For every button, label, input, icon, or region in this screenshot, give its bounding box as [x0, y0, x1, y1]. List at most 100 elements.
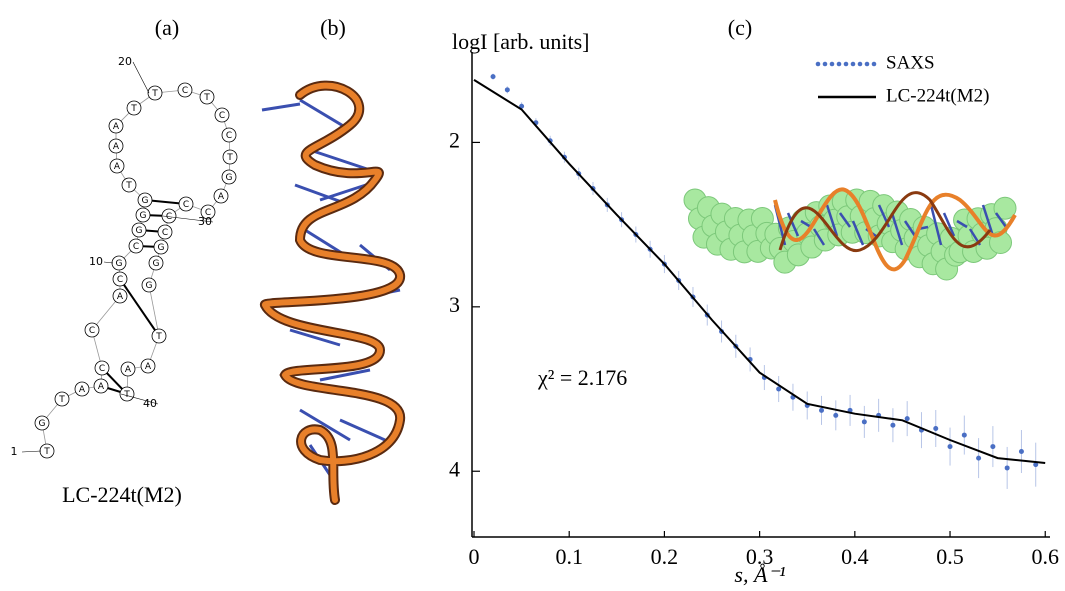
bead [993, 196, 1017, 220]
backbone [773, 187, 1017, 272]
nucleotide-circle [135, 207, 151, 223]
nucleotide: A [114, 162, 121, 172]
x-tick-label: 0.5 [936, 544, 964, 569]
data-point [947, 444, 953, 450]
legend-marker [822, 61, 828, 67]
nucleotide-circle [74, 381, 90, 397]
data-point [819, 407, 825, 413]
nucleotide: T [125, 181, 132, 191]
legend-marker [836, 61, 842, 67]
nucleotide-circle [140, 358, 156, 374]
data-point [904, 416, 910, 422]
nucleotide: C [219, 111, 225, 121]
number-tick [21, 450, 42, 453]
position-number: 10 [89, 255, 103, 268]
nucleotide-circle [121, 177, 137, 193]
base-pair [119, 278, 160, 337]
legend-marker [829, 61, 835, 67]
panel-label: (a) [155, 15, 179, 40]
nucleotide: A [113, 142, 120, 152]
y-tick-label: 2 [449, 127, 460, 152]
data-point [933, 425, 939, 431]
legend-marker [843, 61, 849, 67]
nucleotide: G [116, 259, 123, 269]
nucleotide-circle [94, 360, 110, 376]
nucleotide: C [183, 200, 189, 210]
base-stick [956, 219, 968, 229]
base-stick [994, 212, 1008, 228]
legend-label: SAXS [886, 52, 935, 73]
nucleotide: A [113, 122, 120, 132]
nucleotide-circle [147, 85, 163, 101]
nucleotide-circle [177, 82, 193, 98]
data-point [776, 386, 782, 392]
nucleotide-circle [221, 169, 237, 185]
nucleotide-circle [148, 255, 164, 271]
y-axis-title: logI [arb. units] [452, 29, 589, 54]
structure-name: LC-224t(M2) [62, 482, 182, 507]
nucleotide: A [117, 292, 124, 302]
panel-label: (b) [320, 15, 346, 40]
nucleotide: G [146, 281, 153, 291]
nucleotide-circle [161, 208, 177, 224]
base-stick [786, 212, 800, 237]
position-number: 20 [118, 55, 132, 68]
nucleotide: G [158, 243, 165, 253]
nucleotide-circle [112, 288, 128, 304]
nucleotide: A [145, 362, 152, 372]
x-tick-label: 0.4 [841, 544, 869, 569]
y-tick-label: 3 [449, 292, 460, 317]
legend-label: LC-224t(M2) [886, 85, 989, 106]
data-point [990, 444, 996, 450]
nucleotide-circle [213, 188, 229, 204]
x-axis-title: s, Å⁻¹ [734, 562, 785, 587]
base-stick [812, 228, 826, 246]
nucleotide-circle [137, 192, 153, 208]
model-inset [683, 187, 1017, 281]
nucleotide: A [79, 385, 86, 395]
nucleotide: C [117, 275, 123, 285]
data-point [976, 455, 982, 461]
nucleotide-circle [93, 378, 109, 394]
legend-marker [850, 61, 856, 67]
data-point [490, 74, 496, 80]
nucleotide: T [155, 332, 162, 342]
legend-marker [871, 61, 877, 67]
nucleotide-circle [126, 100, 142, 116]
nucleotide-circle [199, 89, 215, 105]
nucleotide: C [205, 208, 211, 218]
nucleotide-circle [112, 271, 128, 287]
tertiary-structure [259, 80, 405, 505]
data-point [890, 422, 896, 428]
data-point [861, 419, 867, 425]
base-stick [903, 220, 917, 237]
nucleotide-circle [214, 107, 230, 123]
number-tick [162, 215, 214, 223]
base-stick [851, 220, 865, 246]
x-tick-label: 0.3 [746, 544, 774, 569]
x-tick-label: 0.1 [555, 544, 583, 569]
nucleotide-circle [131, 222, 147, 238]
nucleotide-circle [109, 158, 125, 174]
nucleotide: A [218, 192, 225, 202]
nucleotide: A [125, 365, 132, 375]
nucleotide-circle [84, 322, 100, 338]
nucleotide-circle [141, 277, 157, 293]
nucleotide: C [133, 242, 139, 252]
y-tick-label: 4 [449, 456, 460, 481]
nucleotide: C [226, 131, 232, 141]
data-point [1018, 449, 1024, 455]
base-stick [929, 204, 943, 246]
base-stick [800, 219, 812, 229]
base-stick [890, 212, 904, 246]
base-stick [942, 212, 956, 237]
nucleotide-circle [108, 118, 124, 134]
number-tick [120, 393, 159, 405]
data-point [504, 87, 510, 93]
nucleotide: G [140, 211, 147, 221]
backbone [778, 191, 992, 253]
legend-marker [857, 61, 863, 67]
nucleotide: C [89, 326, 95, 336]
nucleotide: G [153, 259, 160, 269]
